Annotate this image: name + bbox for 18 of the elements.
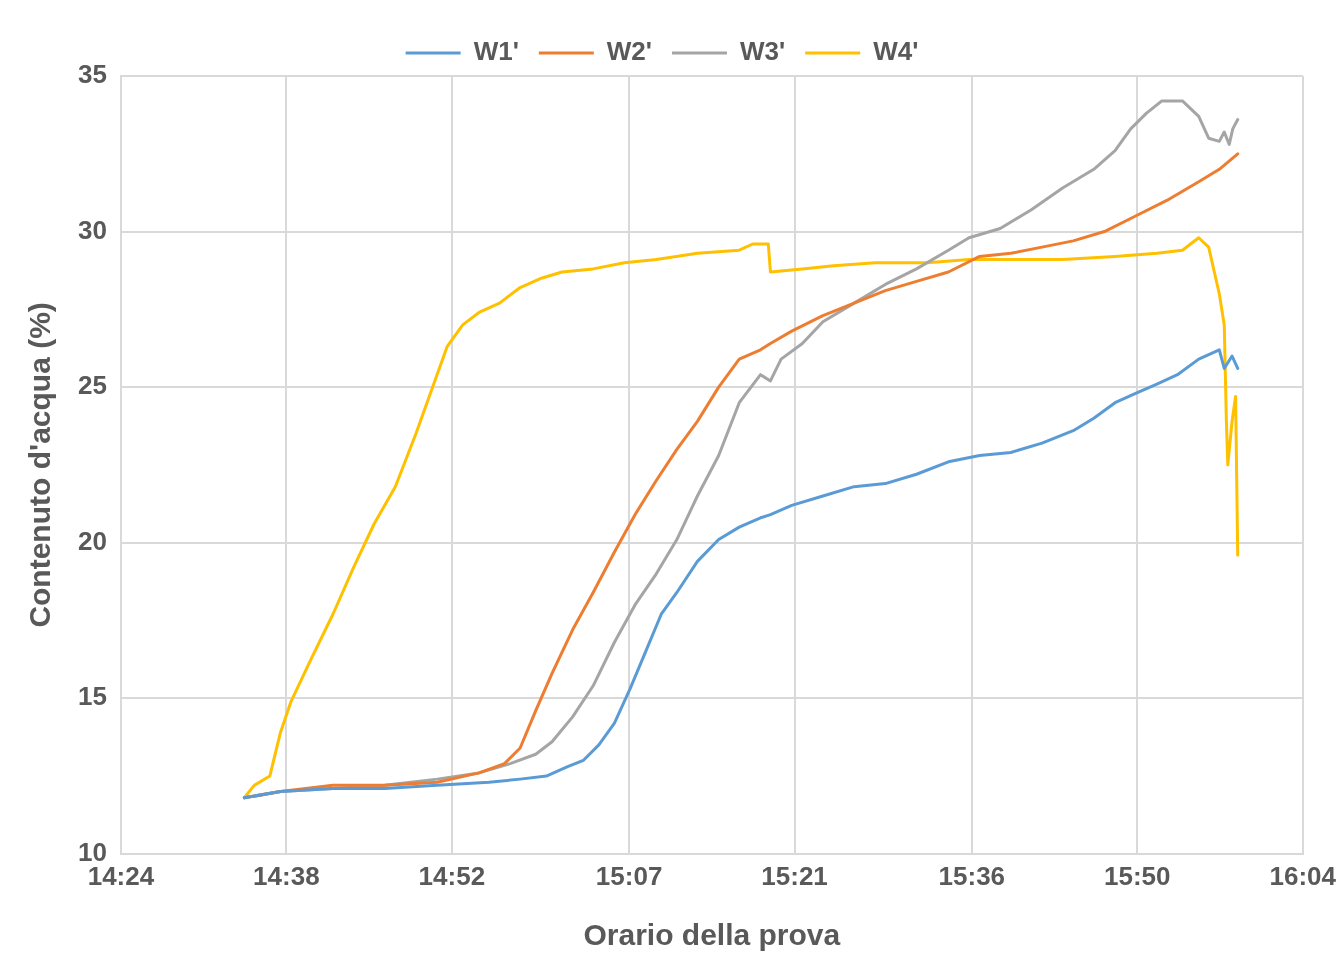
y-axis-title: Contenuto d'acqua (%) bbox=[23, 302, 57, 628]
legend-label: W1' bbox=[473, 36, 519, 67]
x-tick-label: 14:38 bbox=[253, 860, 320, 891]
legend-label: W4' bbox=[873, 36, 919, 67]
y-tick-label: 15 bbox=[78, 681, 107, 712]
x-tick-label: 15:50 bbox=[1104, 860, 1171, 891]
legend-label: W2' bbox=[606, 36, 652, 67]
y-tick-label: 35 bbox=[78, 59, 107, 90]
y-tick-label: 25 bbox=[78, 370, 107, 401]
y-tick-label: 20 bbox=[78, 525, 107, 556]
x-axis-title: Orario della prova bbox=[583, 918, 841, 952]
x-tick-label: 14:52 bbox=[418, 860, 486, 891]
x-tick-label: 15:21 bbox=[761, 860, 828, 891]
y-tick-label: 30 bbox=[78, 214, 107, 245]
x-tick-label: 16:04 bbox=[1269, 860, 1337, 891]
x-tick-label: 15:36 bbox=[938, 860, 1006, 891]
x-tick-label: 15:07 bbox=[595, 860, 663, 891]
legend-label: W3' bbox=[740, 36, 786, 67]
